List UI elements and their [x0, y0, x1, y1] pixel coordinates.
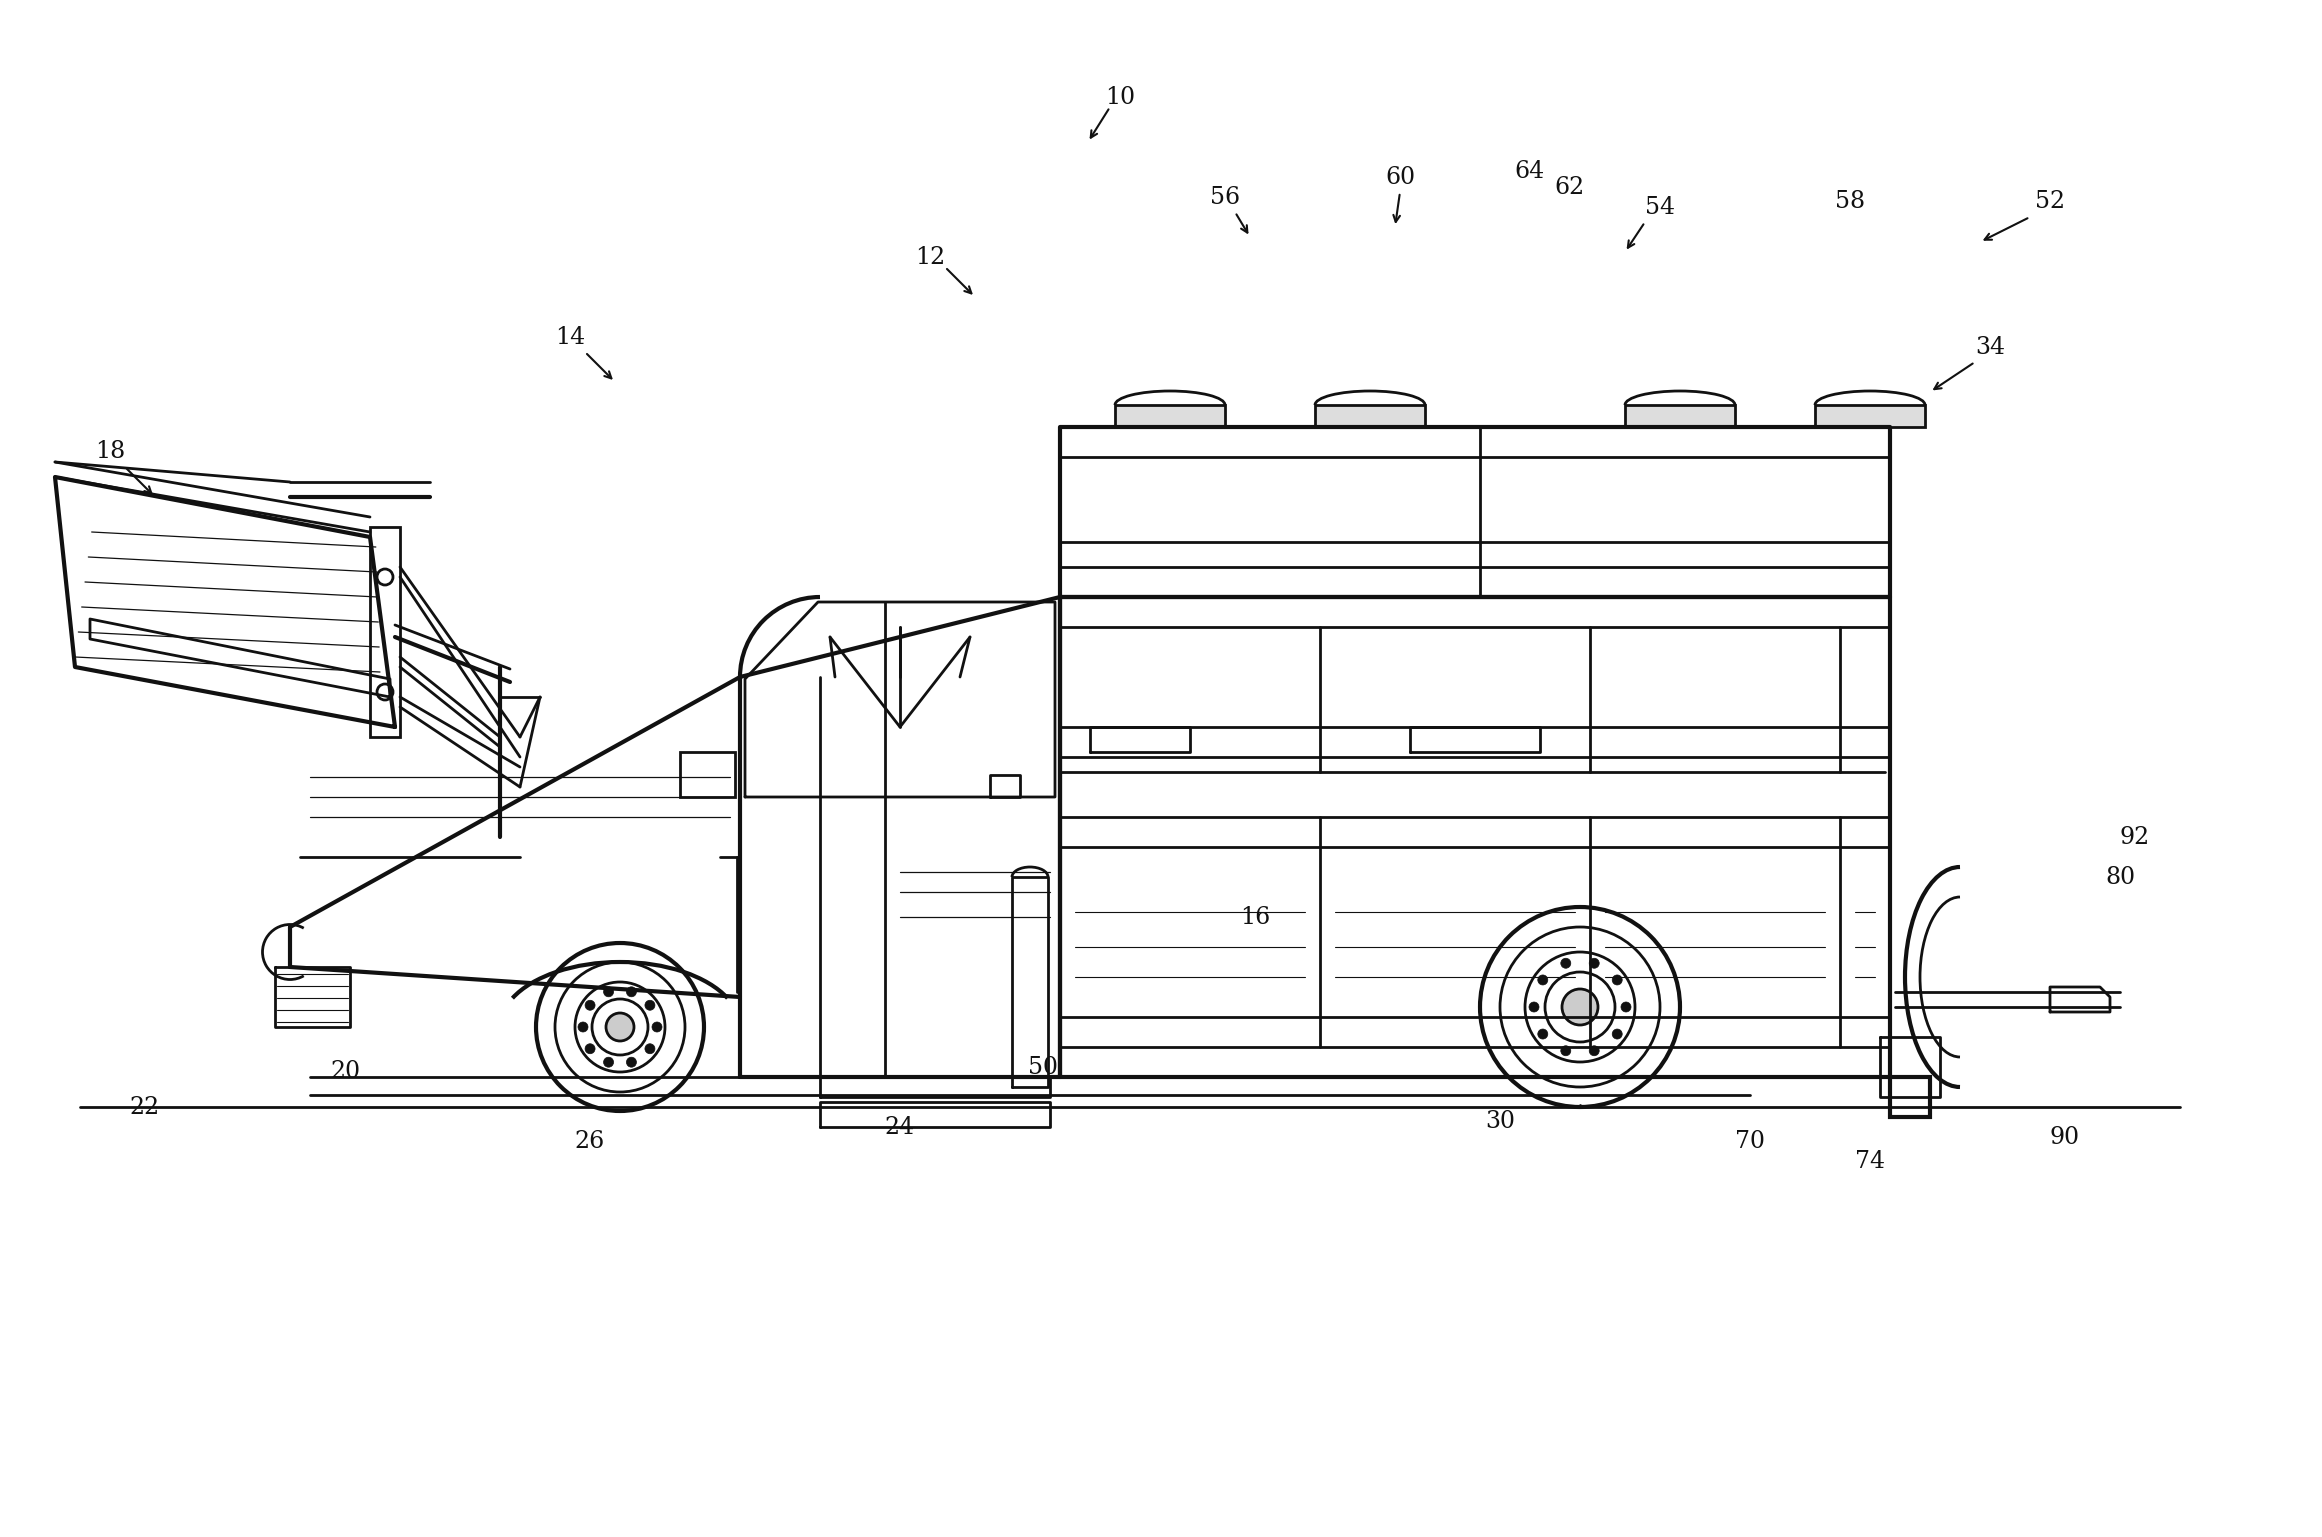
- Circle shape: [1560, 1045, 1570, 1056]
- Text: 24: 24: [885, 1116, 915, 1139]
- Polygon shape: [1625, 406, 1735, 427]
- Text: 18: 18: [95, 441, 125, 464]
- Text: 14: 14: [555, 326, 585, 349]
- Text: 30: 30: [1486, 1111, 1514, 1133]
- Text: 54: 54: [1644, 195, 1674, 218]
- Circle shape: [585, 1044, 594, 1054]
- Polygon shape: [1890, 1077, 1930, 1117]
- Text: 90: 90: [2050, 1125, 2081, 1148]
- Text: 22: 22: [130, 1096, 160, 1119]
- Circle shape: [1537, 974, 1549, 985]
- Circle shape: [604, 1057, 613, 1067]
- Text: 62: 62: [1556, 175, 1586, 198]
- Text: 50: 50: [1029, 1056, 1059, 1079]
- Circle shape: [578, 1022, 587, 1031]
- Circle shape: [627, 987, 636, 998]
- Circle shape: [1611, 1030, 1623, 1039]
- Circle shape: [646, 1044, 655, 1054]
- Text: 80: 80: [2106, 865, 2134, 888]
- Text: 16: 16: [1240, 905, 1270, 928]
- Text: 70: 70: [1735, 1131, 1765, 1153]
- Text: 20: 20: [330, 1061, 360, 1084]
- Circle shape: [627, 1057, 636, 1067]
- Polygon shape: [369, 527, 399, 738]
- Circle shape: [1588, 958, 1600, 968]
- Polygon shape: [1314, 406, 1426, 427]
- Polygon shape: [1115, 406, 1226, 427]
- Text: 12: 12: [915, 246, 945, 269]
- Polygon shape: [1816, 406, 1925, 427]
- Polygon shape: [680, 752, 736, 798]
- Circle shape: [1588, 1045, 1600, 1056]
- Text: 58: 58: [1834, 191, 1865, 214]
- Text: 56: 56: [1210, 186, 1240, 209]
- Text: 52: 52: [2034, 191, 2064, 214]
- Text: 10: 10: [1105, 86, 1135, 109]
- Circle shape: [1528, 1002, 1539, 1011]
- Text: 74: 74: [1855, 1151, 1885, 1174]
- Circle shape: [646, 1001, 655, 1010]
- Text: 92: 92: [2120, 825, 2150, 848]
- Circle shape: [1621, 1002, 1630, 1011]
- Circle shape: [1611, 974, 1623, 985]
- Circle shape: [1537, 1030, 1549, 1039]
- Circle shape: [604, 987, 613, 998]
- Circle shape: [1560, 958, 1570, 968]
- Circle shape: [1563, 988, 1598, 1025]
- Text: 34: 34: [1976, 335, 2006, 358]
- Circle shape: [606, 1013, 634, 1041]
- Text: 26: 26: [576, 1131, 606, 1153]
- Circle shape: [585, 1001, 594, 1010]
- Text: 60: 60: [1384, 166, 1414, 189]
- Text: 64: 64: [1514, 160, 1544, 183]
- Circle shape: [652, 1022, 662, 1031]
